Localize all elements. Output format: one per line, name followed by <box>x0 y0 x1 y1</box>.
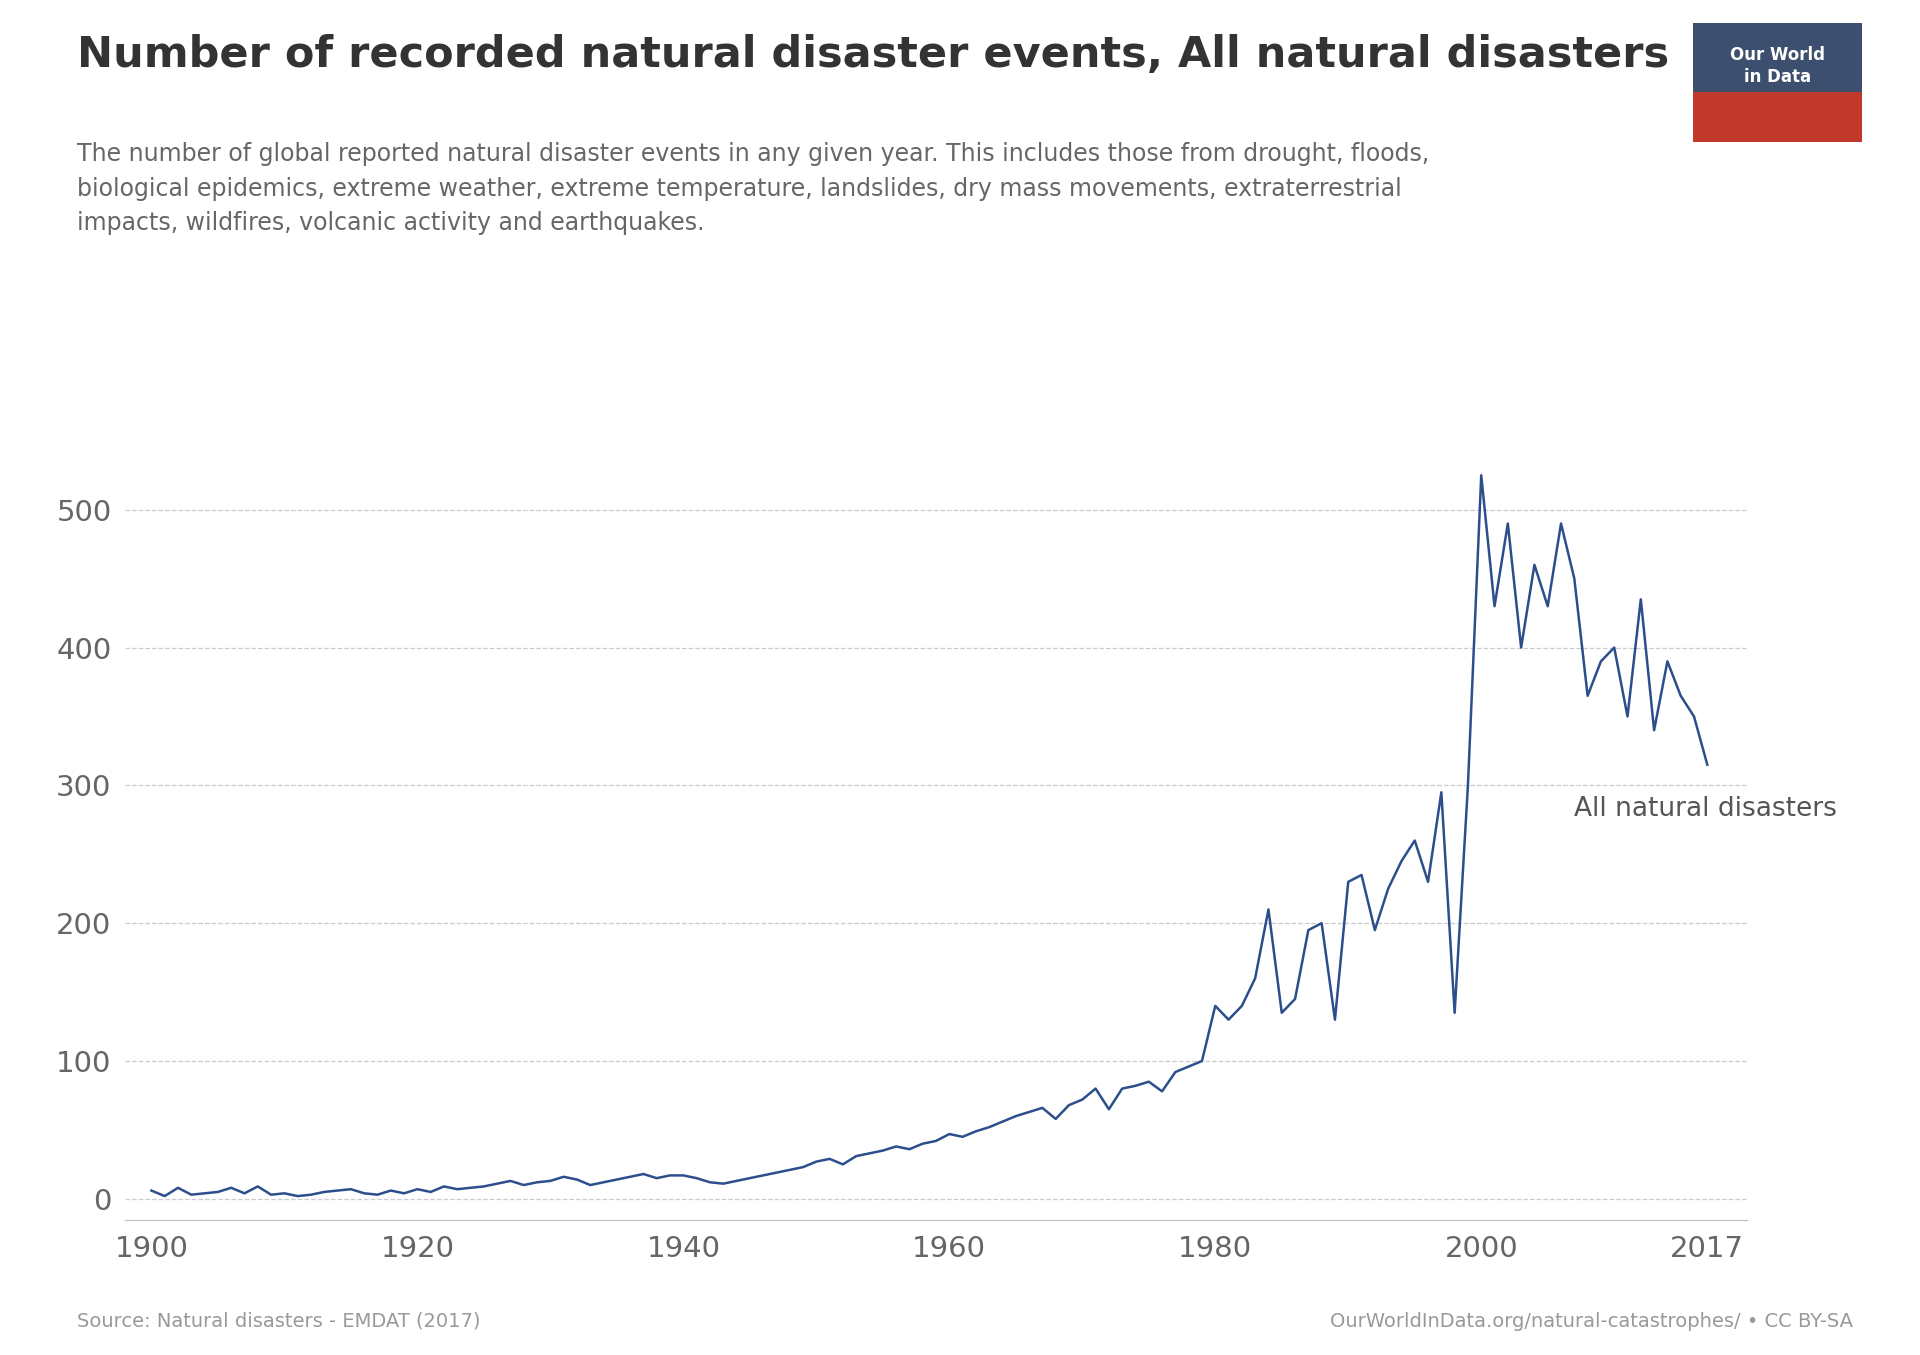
Text: OurWorldInData.org/natural-catastrophes/ • CC BY-SA: OurWorldInData.org/natural-catastrophes/… <box>1331 1312 1853 1331</box>
Text: All natural disasters: All natural disasters <box>1574 795 1837 822</box>
Text: The number of global reported natural disaster events in any given year. This in: The number of global reported natural di… <box>77 142 1428 236</box>
Text: Our World: Our World <box>1730 46 1826 64</box>
Text: in Data: in Data <box>1745 68 1811 85</box>
Bar <box>1693 92 1862 142</box>
Bar <box>1693 23 1862 92</box>
Text: Number of recorded natural disaster events, All natural disasters: Number of recorded natural disaster even… <box>77 34 1668 76</box>
Text: Source: Natural disasters - EMDAT (2017): Source: Natural disasters - EMDAT (2017) <box>77 1312 480 1331</box>
